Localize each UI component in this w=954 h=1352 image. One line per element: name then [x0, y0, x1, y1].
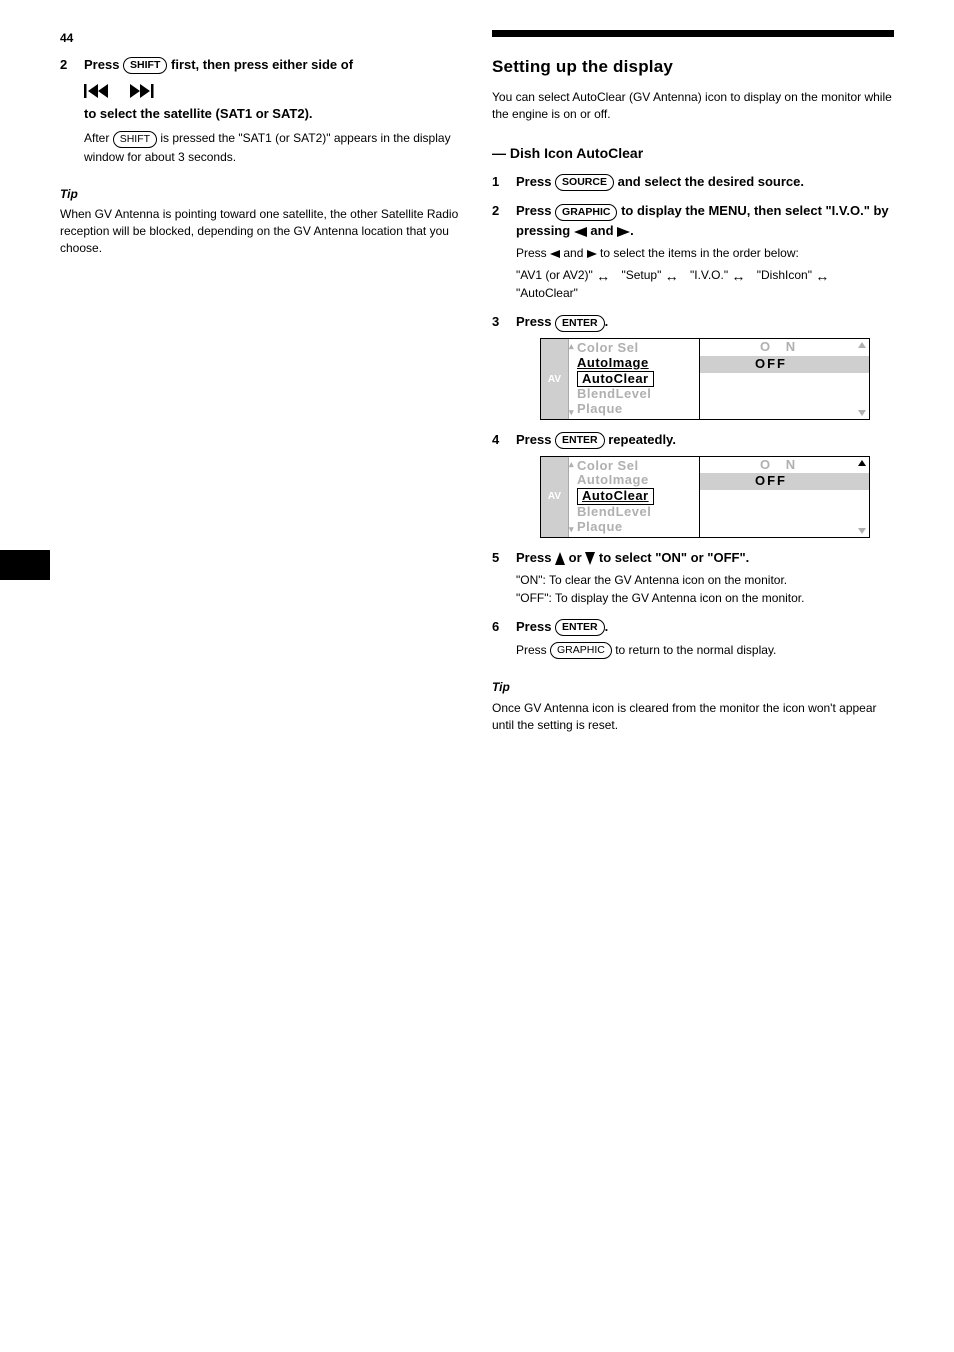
left-step-2: Press SHIFT first, then press either sid… [60, 55, 462, 166]
menu2-line-1: AutoImage [577, 473, 693, 488]
enter-button-2: ENTER [555, 432, 605, 449]
dblarrow-icon-2: ↔ [665, 269, 687, 283]
s6b: . [605, 619, 609, 634]
s2suba: Press [516, 246, 550, 260]
menu2-on: O N [700, 457, 869, 474]
arrow-up-icon [555, 552, 565, 565]
enter-button: ENTER [555, 315, 605, 332]
tri-up-icon [858, 342, 866, 348]
arrow-left-icon [574, 227, 587, 237]
sub-title: — Dish Icon AutoClear [492, 144, 894, 164]
right-tip-text: Once GV Antenna icon is cleared from the… [492, 700, 894, 734]
step2-intro-a: Press [84, 57, 123, 72]
s2c: and [587, 223, 617, 238]
side-tab [0, 550, 50, 580]
s6subb: to return to the normal display. [612, 643, 777, 657]
caret-down-icon-2: ▾ [569, 524, 574, 534]
s2a: Press [516, 203, 555, 218]
graphic-button: GRAPHIC [555, 204, 617, 221]
menu-chip: AV [541, 339, 569, 419]
right-tip-title: Tip [492, 679, 894, 696]
menu-box-1: AV ▴ Color Sel AutoImage AutoClear Blend… [540, 338, 870, 420]
s1a: Press [516, 174, 555, 189]
menu-off: OFF [700, 356, 869, 373]
s5a: Press [516, 550, 555, 565]
right-step-2: Press GRAPHIC to display the MENU, then … [492, 201, 894, 302]
tri-down-icon-2 [858, 528, 866, 534]
arrow-down-icon [585, 552, 595, 565]
s5-on: "ON": To clear the GV Antenna icon on th… [516, 571, 894, 589]
s4b: repeatedly. [605, 432, 676, 447]
s3b: . [605, 314, 609, 329]
s2subc: to select the items in the order below: [597, 246, 799, 260]
s1b: and select the desired source. [614, 174, 804, 189]
menu-line-3: BlendLevel [577, 387, 693, 402]
seek-icons [84, 80, 462, 100]
caret-up-icon-2: ▴ [569, 459, 574, 469]
s5-off: "OFF": To display the GV Antenna icon on… [516, 589, 894, 607]
right-step-1: Press SOURCE and select the desired sour… [492, 172, 894, 192]
s2-order: "AV1 (or AV2)" ↔ "Setup" ↔ "I.V.O." ↔ "D… [516, 266, 894, 302]
s6a: Press [516, 619, 555, 634]
enter-button-3: ENTER [555, 619, 605, 636]
caret-up-icon: ▴ [569, 341, 574, 351]
dblarrow-icon-4: ↔ [815, 269, 837, 283]
tri-up-icon-2 [858, 460, 866, 466]
shift-button-2: SHIFT [113, 131, 157, 148]
step2-intro-b: first, then press either side of [167, 57, 353, 72]
dblarrow-icon: ↔ [596, 269, 618, 283]
source-button: SOURCE [555, 174, 614, 191]
right-step-5: Press or to select "ON" or "OFF". "ON": … [492, 548, 894, 608]
right-step-6: Press ENTER. Press GRAPHIC to return to … [492, 617, 894, 659]
left-column: 44 Press SHIFT first, then press either … [60, 30, 462, 737]
right-step-3: Press ENTER. AV ▴ Color Sel AutoImage Au… [492, 312, 894, 420]
menu2-line-2: AutoClear [577, 488, 654, 504]
section-title: Setting up the display [492, 55, 894, 79]
s2d: . [630, 223, 634, 238]
arrow-left-icon-2 [550, 250, 560, 258]
menu-line-4: Plaque [577, 402, 693, 417]
menu-line-0: Color Sel [577, 341, 693, 356]
section-intro: You can select AutoClear (GV Antenna) ic… [492, 89, 894, 123]
step2-intro-c: to select the satellite (SAT1 or SAT2). [84, 106, 313, 121]
right-step-4: Press ENTER repeatedly. AV ▴ Color Sel A… [492, 430, 894, 538]
dblarrow-icon-3: ↔ [731, 269, 753, 283]
menu2-line-0: Color Sel [577, 459, 693, 474]
menu-chip-2: AV [541, 457, 569, 537]
menu-line-1: AutoImage [577, 356, 693, 371]
arrow-right-icon [617, 227, 630, 237]
s5c: to select "ON" or "OFF". [595, 550, 749, 565]
s2subb: and [560, 246, 587, 260]
s5b: or [565, 550, 585, 565]
left-tip-title: Tip [60, 186, 462, 203]
s6suba: Press [516, 643, 550, 657]
tri-down-icon [858, 410, 866, 416]
menu-box-2: AV ▴ Color Sel AutoImage AutoClear Blend… [540, 456, 870, 538]
arrow-right-icon-2 [587, 250, 597, 258]
s3a: Press [516, 314, 555, 329]
menu2-line-4: Plaque [577, 520, 693, 535]
graphic-button-2: GRAPHIC [550, 642, 612, 659]
left-tip-text: When GV Antenna is pointing toward one s… [60, 206, 462, 256]
menu-on: O N [700, 339, 869, 356]
shift-button: SHIFT [123, 57, 167, 74]
page-number: 44 [60, 30, 462, 47]
black-rule [492, 30, 894, 37]
menu-line-2: AutoClear [577, 371, 654, 387]
right-column: Setting up the display You can select Au… [492, 30, 894, 737]
menu2-off: OFF [700, 473, 869, 490]
s4a: Press [516, 432, 555, 447]
menu2-line-3: BlendLevel [577, 505, 693, 520]
caret-down-icon: ▾ [569, 407, 574, 417]
step2-sub-a: After [84, 131, 113, 145]
